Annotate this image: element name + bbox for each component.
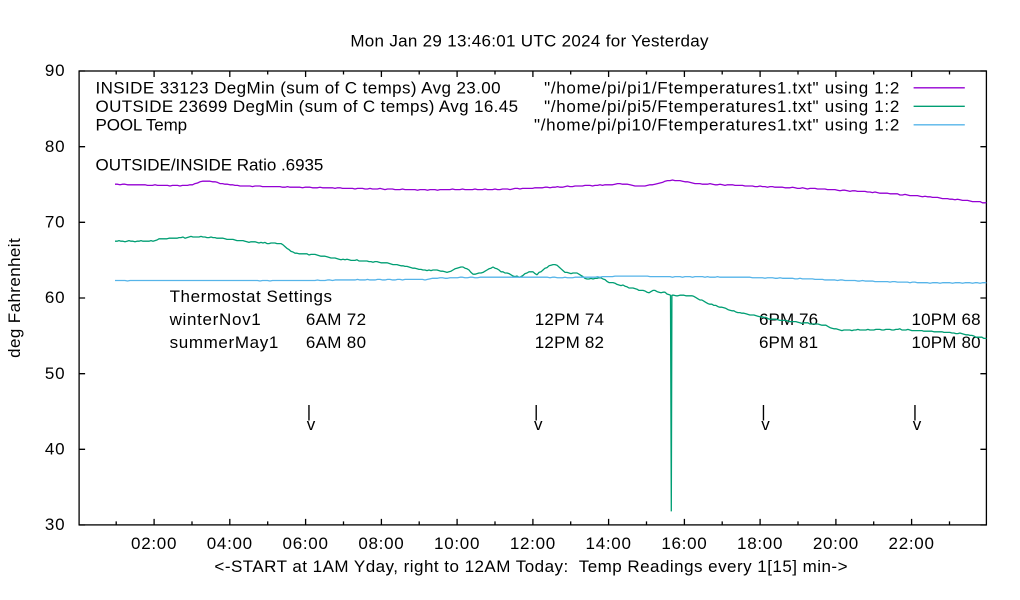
svg-text:v: v [761, 415, 770, 434]
svg-text:summerMay1: summerMay1 [170, 333, 279, 352]
svg-text:6PM 81: 6PM 81 [759, 333, 818, 352]
svg-text:40: 40 [45, 440, 65, 459]
svg-text:16:00: 16:00 [661, 534, 707, 553]
svg-text:08:00: 08:00 [358, 534, 404, 553]
svg-text:v: v [307, 415, 316, 434]
svg-text:6PM 76: 6PM 76 [759, 310, 818, 329]
svg-text:10PM 80: 10PM 80 [912, 333, 981, 352]
svg-text:v: v [534, 415, 543, 434]
svg-text:OUTSIDE 23699 DegMin (sum of C: OUTSIDE 23699 DegMin (sum of C temps) Av… [96, 97, 519, 116]
svg-text:|: | [534, 402, 539, 421]
svg-text:POOL Temp: POOL Temp [96, 116, 188, 135]
svg-text:10PM 68: 10PM 68 [912, 310, 981, 329]
svg-text:"/home/pi/pi1/Ftemperatures1.t: "/home/pi/pi1/Ftemperatures1.txt" using … [544, 79, 900, 98]
svg-text:OUTSIDE/INSIDE Ratio .6935: OUTSIDE/INSIDE Ratio .6935 [96, 156, 324, 175]
svg-text:60: 60 [45, 288, 65, 307]
svg-text:12:00: 12:00 [510, 534, 556, 553]
svg-text:INSIDE 33123 DegMin (sum of C: INSIDE 33123 DegMin (sum of C temps) Avg… [96, 79, 502, 98]
svg-text:22:00: 22:00 [889, 534, 935, 553]
svg-text:Thermostat Settings: Thermostat Settings [170, 287, 333, 306]
svg-text:v: v [913, 415, 922, 434]
svg-text:6AM 80: 6AM 80 [306, 333, 366, 352]
svg-text:90: 90 [45, 61, 65, 80]
svg-text:50: 50 [45, 364, 65, 383]
svg-text:<-START at 1AM Yday, right to: <-START at 1AM Yday, right to 12AM Today… [214, 557, 848, 576]
svg-text:deg Fahrenheit: deg Fahrenheit [5, 238, 24, 358]
svg-text:04:00: 04:00 [207, 534, 253, 553]
svg-text:02:00: 02:00 [131, 534, 177, 553]
svg-text:14:00: 14:00 [586, 534, 632, 553]
svg-text:|: | [913, 402, 918, 421]
svg-text:12PM 74: 12PM 74 [535, 310, 604, 329]
svg-text:06:00: 06:00 [283, 534, 329, 553]
svg-text:"/home/pi/pi5/Ftemperatures1.t: "/home/pi/pi5/Ftemperatures1.txt" using … [544, 97, 900, 116]
svg-text:|: | [307, 402, 312, 421]
svg-text:|: | [761, 402, 766, 421]
svg-text:30: 30 [45, 515, 65, 534]
svg-text:Mon Jan 29 13:46:01 UTC 2024 f: Mon Jan 29 13:46:01 UTC 2024 for Yesterd… [350, 32, 709, 51]
svg-text:12PM 82: 12PM 82 [535, 333, 604, 352]
svg-text:10:00: 10:00 [434, 534, 480, 553]
svg-text:18:00: 18:00 [737, 534, 783, 553]
svg-text:20:00: 20:00 [813, 534, 859, 553]
svg-text:6AM 72: 6AM 72 [306, 310, 366, 329]
svg-text:70: 70 [45, 213, 65, 232]
svg-text:"/home/pi/pi10/Ftemperatures1.: "/home/pi/pi10/Ftemperatures1.txt" using… [534, 116, 900, 135]
svg-text:80: 80 [45, 137, 65, 156]
svg-text:winterNov1: winterNov1 [169, 310, 262, 329]
